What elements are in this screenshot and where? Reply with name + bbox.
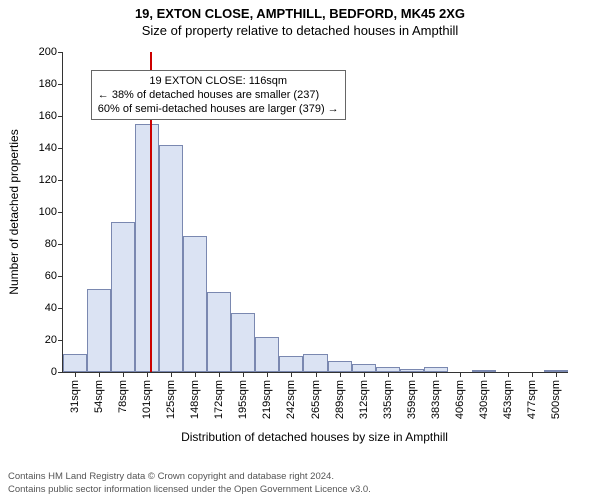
ytick-label: 20 xyxy=(45,334,57,346)
histogram-bar xyxy=(159,145,183,372)
annotation-line: 19 EXTON CLOSE: 116sqm xyxy=(98,74,339,88)
ytick-mark xyxy=(58,276,63,277)
ytick-label: 0 xyxy=(51,366,57,378)
histogram-bar xyxy=(279,356,303,372)
x-axis-label: Distribution of detached houses by size … xyxy=(181,430,448,444)
xtick-mark xyxy=(316,372,317,377)
annotation-box: 19 EXTON CLOSE: 116sqm← 38% of detached … xyxy=(91,70,346,121)
histogram-bar xyxy=(231,313,255,372)
histogram-bar xyxy=(207,292,231,372)
ytick-label: 40 xyxy=(45,302,57,314)
xtick-label: 289sqm xyxy=(334,380,346,419)
ytick-mark xyxy=(58,84,63,85)
xtick-mark xyxy=(556,372,557,377)
ytick-label: 200 xyxy=(39,46,57,58)
xtick-label: 500sqm xyxy=(550,380,562,419)
xtick-mark xyxy=(460,372,461,377)
ytick-label: 60 xyxy=(45,270,57,282)
xtick-label: 172sqm xyxy=(213,380,225,419)
xtick-mark xyxy=(99,372,100,377)
xtick-mark xyxy=(243,372,244,377)
histogram-bar xyxy=(183,236,207,372)
ytick-mark xyxy=(58,148,63,149)
footer-attribution: Contains HM Land Registry data © Crown c… xyxy=(8,471,371,496)
xtick-mark xyxy=(508,372,509,377)
ytick-label: 100 xyxy=(39,206,57,218)
xtick-mark xyxy=(195,372,196,377)
ytick-label: 120 xyxy=(39,174,57,186)
xtick-mark xyxy=(484,372,485,377)
xtick-label: 242sqm xyxy=(285,380,297,419)
page-subtitle: Size of property relative to detached ho… xyxy=(0,21,600,38)
ytick-mark xyxy=(58,372,63,373)
xtick-mark xyxy=(267,372,268,377)
xtick-label: 477sqm xyxy=(526,380,538,419)
histogram-bar xyxy=(328,361,352,372)
xtick-label: 335sqm xyxy=(382,380,394,419)
xtick-label: 359sqm xyxy=(406,380,418,419)
ytick-mark xyxy=(58,180,63,181)
histogram-plot: 02040608010012014016018020031sqm54sqm78s… xyxy=(62,52,568,373)
xtick-mark xyxy=(388,372,389,377)
xtick-label: 312sqm xyxy=(358,380,370,419)
ytick-mark xyxy=(58,116,63,117)
ytick-mark xyxy=(58,244,63,245)
xtick-label: 101sqm xyxy=(141,380,153,419)
ytick-label: 180 xyxy=(39,78,57,90)
xtick-label: 430sqm xyxy=(478,380,490,419)
xtick-mark xyxy=(147,372,148,377)
ytick-label: 140 xyxy=(39,142,57,154)
footer-line1: Contains HM Land Registry data © Crown c… xyxy=(8,471,371,483)
histogram-bar xyxy=(352,364,376,372)
xtick-label: 195sqm xyxy=(237,380,249,419)
histogram-bar xyxy=(303,354,327,372)
ytick-mark xyxy=(58,212,63,213)
xtick-mark xyxy=(123,372,124,377)
histogram-bar xyxy=(111,222,135,372)
xtick-mark xyxy=(436,372,437,377)
histogram-bar xyxy=(255,337,279,372)
xtick-label: 148sqm xyxy=(189,380,201,419)
ytick-label: 80 xyxy=(45,238,57,250)
xtick-label: 265sqm xyxy=(310,380,322,419)
xtick-label: 125sqm xyxy=(165,380,177,419)
xtick-mark xyxy=(412,372,413,377)
xtick-mark xyxy=(171,372,172,377)
xtick-mark xyxy=(364,372,365,377)
xtick-mark xyxy=(291,372,292,377)
xtick-label: 78sqm xyxy=(117,380,129,413)
xtick-label: 31sqm xyxy=(69,380,81,413)
ytick-label: 160 xyxy=(39,110,57,122)
xtick-mark xyxy=(75,372,76,377)
annotation-line: 60% of semi-detached houses are larger (… xyxy=(98,102,339,116)
xtick-mark xyxy=(219,372,220,377)
xtick-label: 383sqm xyxy=(430,380,442,419)
xtick-mark xyxy=(532,372,533,377)
xtick-mark xyxy=(340,372,341,377)
xtick-label: 453sqm xyxy=(502,380,514,419)
histogram-bar xyxy=(63,354,87,372)
histogram-bar xyxy=(135,124,159,372)
ytick-mark xyxy=(58,308,63,309)
annotation-line: ← 38% of detached houses are smaller (23… xyxy=(98,88,339,102)
y-axis-label: Number of detached properties xyxy=(7,129,21,294)
ytick-mark xyxy=(58,52,63,53)
footer-line2: Contains public sector information licen… xyxy=(8,484,371,496)
page-title: 19, EXTON CLOSE, AMPTHILL, BEDFORD, MK45… xyxy=(0,0,600,21)
histogram-bar xyxy=(87,289,111,372)
xtick-label: 219sqm xyxy=(261,380,273,419)
xtick-label: 54sqm xyxy=(93,380,105,413)
xtick-label: 406sqm xyxy=(454,380,466,419)
ytick-mark xyxy=(58,340,63,341)
